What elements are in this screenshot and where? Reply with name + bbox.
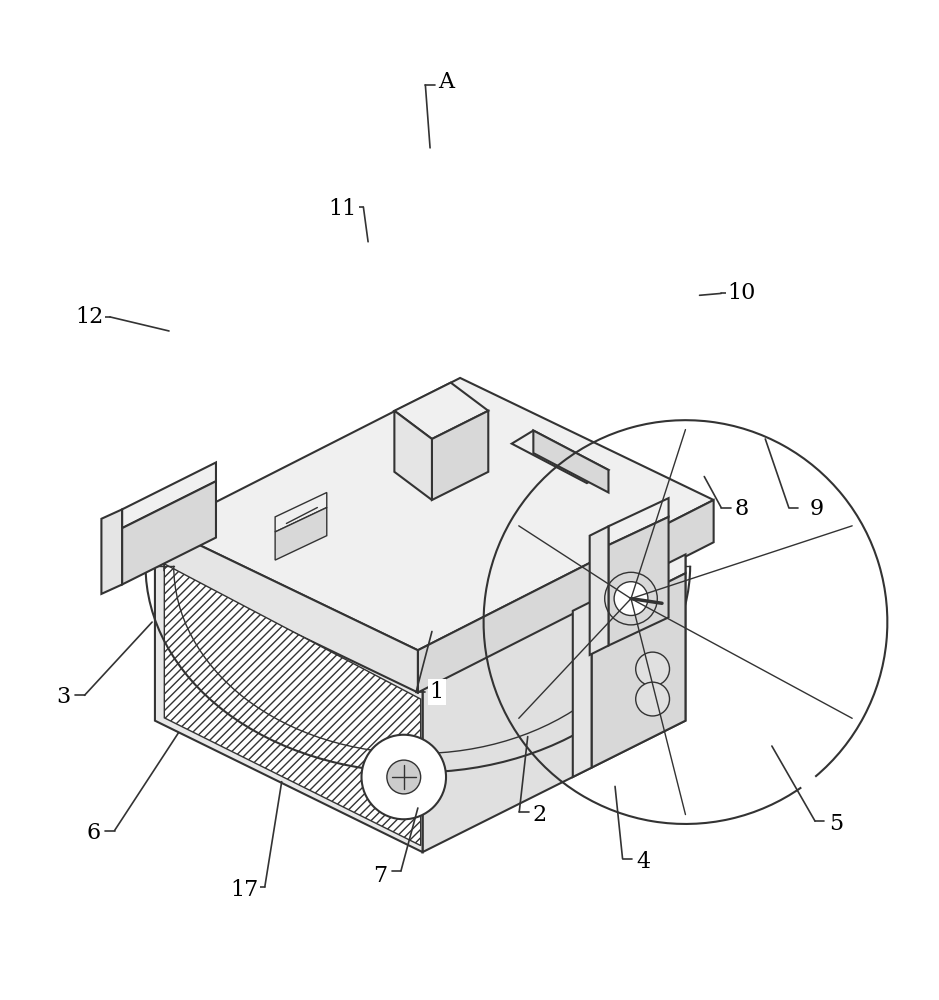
Text: 17: 17 bbox=[230, 879, 258, 901]
Text: 2: 2 bbox=[532, 804, 547, 826]
Polygon shape bbox=[432, 411, 488, 500]
Polygon shape bbox=[592, 554, 685, 620]
Polygon shape bbox=[608, 498, 669, 545]
Polygon shape bbox=[101, 509, 122, 594]
Polygon shape bbox=[164, 528, 418, 692]
Polygon shape bbox=[394, 383, 488, 439]
Text: 3: 3 bbox=[56, 686, 71, 708]
Circle shape bbox=[387, 760, 421, 794]
Text: 1: 1 bbox=[429, 681, 444, 703]
Circle shape bbox=[636, 652, 670, 686]
Circle shape bbox=[362, 735, 446, 819]
Polygon shape bbox=[592, 573, 685, 768]
Polygon shape bbox=[533, 431, 608, 492]
Text: 11: 11 bbox=[329, 198, 357, 220]
Polygon shape bbox=[164, 564, 421, 846]
Text: 6: 6 bbox=[86, 822, 101, 844]
Polygon shape bbox=[164, 378, 714, 650]
Polygon shape bbox=[418, 500, 714, 692]
Polygon shape bbox=[122, 481, 216, 585]
Text: 12: 12 bbox=[75, 306, 103, 328]
Text: 8: 8 bbox=[734, 498, 749, 520]
Polygon shape bbox=[590, 526, 608, 655]
Text: 10: 10 bbox=[728, 282, 756, 304]
Polygon shape bbox=[512, 431, 608, 483]
Text: 5: 5 bbox=[828, 813, 843, 835]
Polygon shape bbox=[394, 411, 432, 500]
Text: 7: 7 bbox=[373, 865, 388, 887]
Circle shape bbox=[636, 682, 670, 716]
Polygon shape bbox=[573, 601, 592, 777]
Polygon shape bbox=[275, 508, 327, 560]
Polygon shape bbox=[423, 556, 685, 852]
Text: 9: 9 bbox=[809, 498, 824, 520]
Polygon shape bbox=[122, 462, 216, 528]
Polygon shape bbox=[275, 492, 327, 532]
Polygon shape bbox=[155, 425, 685, 688]
Polygon shape bbox=[155, 556, 423, 852]
Circle shape bbox=[614, 582, 648, 615]
Polygon shape bbox=[608, 517, 669, 646]
Text: 4: 4 bbox=[636, 851, 651, 873]
Text: A: A bbox=[438, 71, 454, 93]
